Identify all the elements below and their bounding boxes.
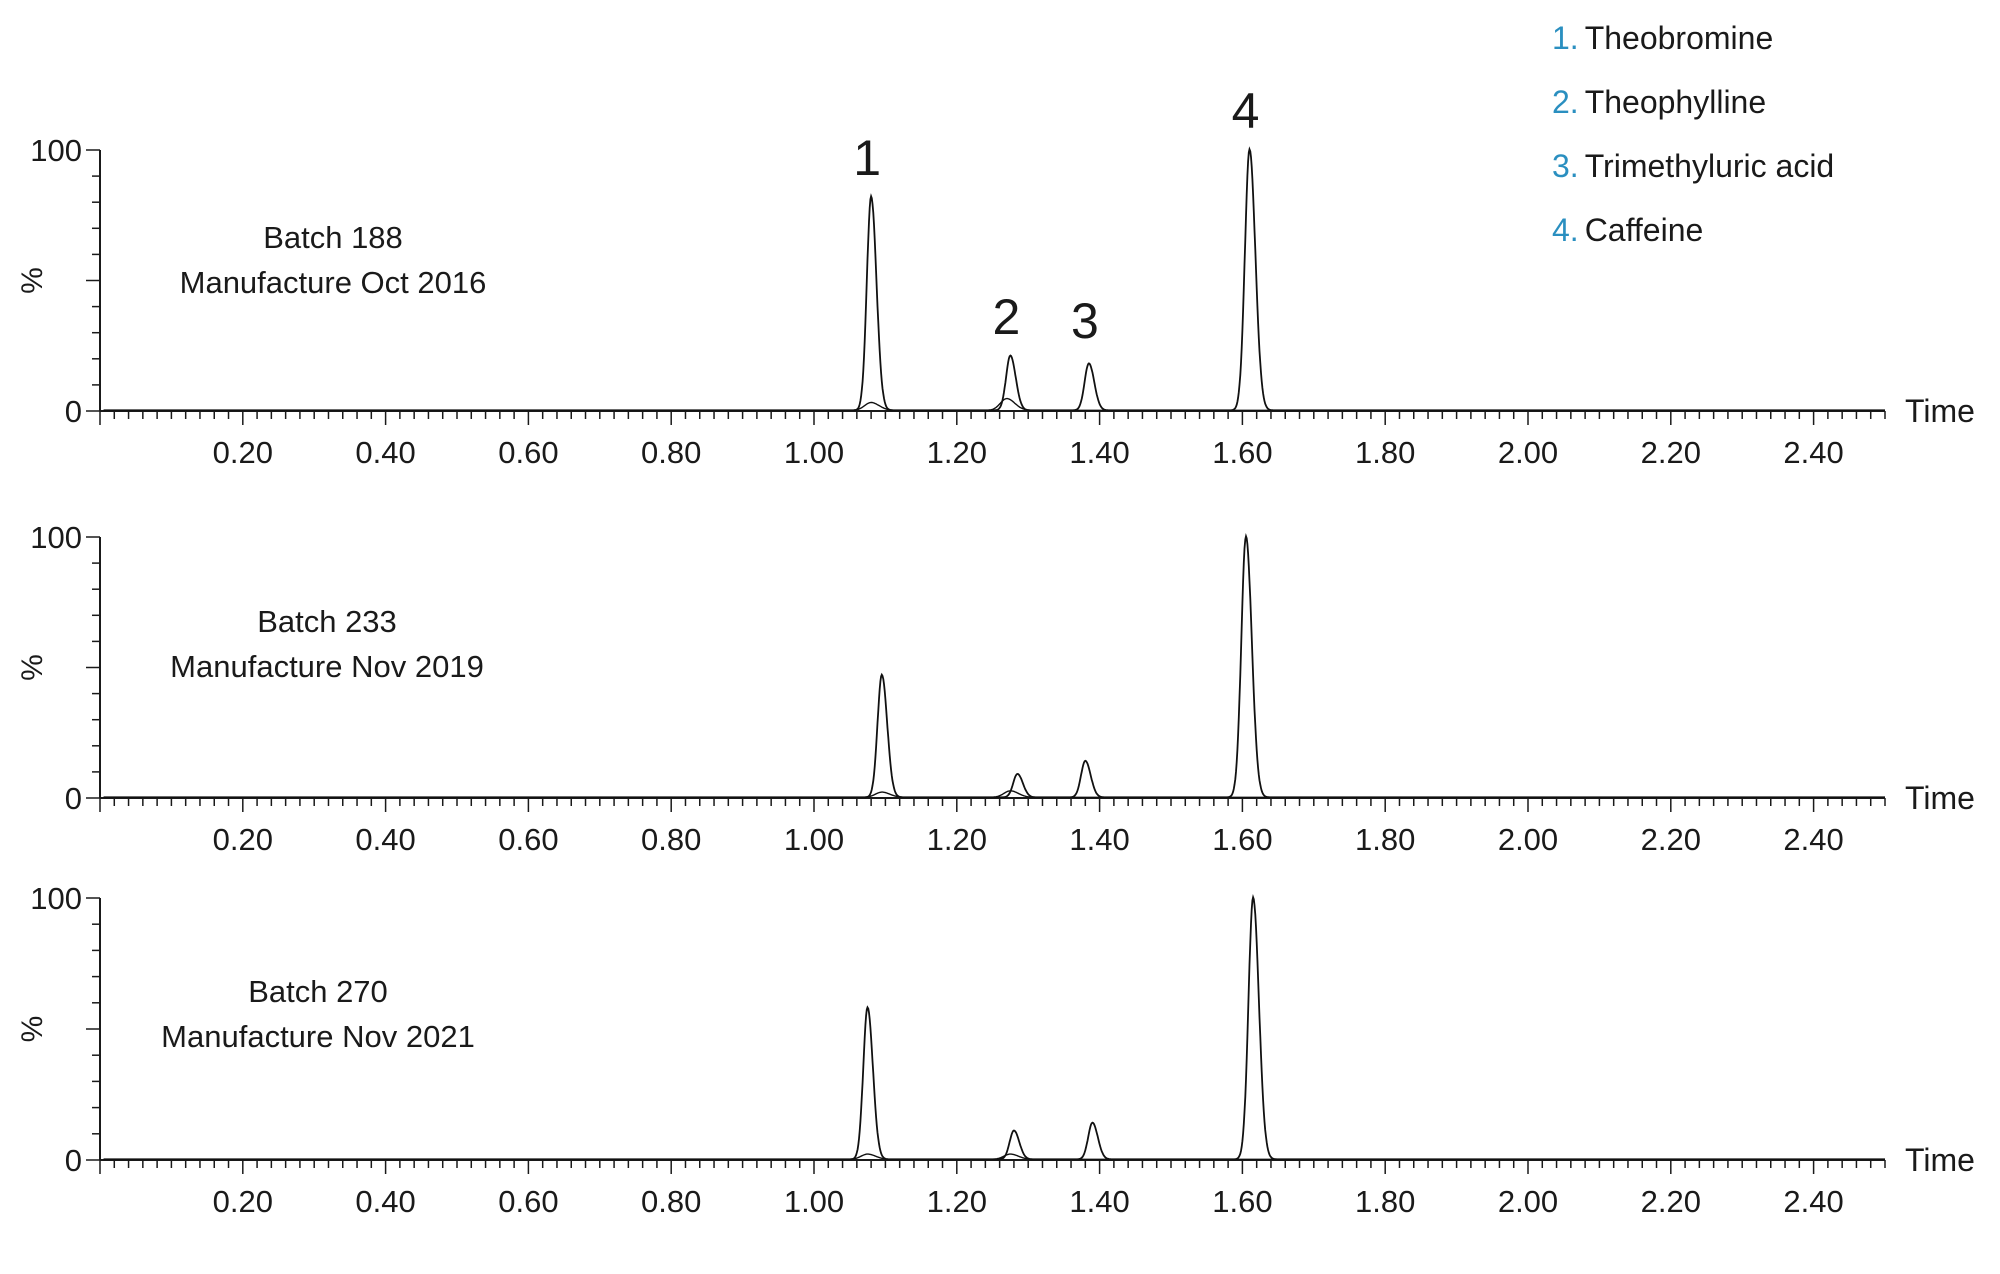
x-tick-label: 2.40	[1783, 822, 1843, 857]
x-tick-label: 2.00	[1498, 435, 1558, 470]
x-tick-label: 1.00	[784, 435, 844, 470]
y-axis-label: %	[16, 654, 49, 681]
y-tick-label: 0	[65, 1143, 82, 1178]
x-tick-label: 1.20	[927, 435, 987, 470]
manufacture-label: Manufacture Nov 2021	[161, 1019, 475, 1054]
x-tick-label: 0.20	[213, 822, 273, 857]
x-tick-label: 0.40	[355, 435, 415, 470]
trace-secondary	[103, 790, 1885, 798]
batch-label: Batch 233	[257, 604, 397, 639]
x-axis-label: Time	[1905, 780, 1975, 816]
y-tick-label: 100	[30, 520, 82, 555]
x-tick-label: 0.60	[498, 1184, 558, 1219]
x-tick-label: 1.20	[927, 1184, 987, 1219]
x-axis-label: Time	[1905, 1142, 1975, 1178]
x-tick-label: 1.40	[1069, 1184, 1129, 1219]
batch-label: Batch 188	[263, 220, 403, 255]
y-tick-label: 100	[30, 881, 82, 916]
y-axis-label: %	[16, 267, 49, 294]
batch-label: Batch 270	[248, 974, 388, 1009]
x-tick-label: 2.20	[1641, 822, 1701, 857]
legend-label: Theophylline	[1584, 84, 1767, 120]
x-tick-label: 0.60	[498, 822, 558, 857]
x-tick-label: 2.00	[1498, 1184, 1558, 1219]
x-tick-label: 0.80	[641, 435, 701, 470]
legend: 1. Theobromine 2. Theophylline 3. Trimethyl…	[1552, 18, 1834, 274]
x-tick-label: 1.00	[784, 822, 844, 857]
x-tick-label: 0.80	[641, 1184, 701, 1219]
legend-item: 1. Theobromine	[1552, 18, 1834, 82]
x-axis-label: Time	[1905, 393, 1975, 429]
legend-number: 1.	[1552, 20, 1579, 56]
x-tick-label: 0.40	[355, 1184, 415, 1219]
peak-label: 1	[853, 130, 881, 186]
legend-item: 2. Theophylline	[1552, 82, 1834, 146]
x-tick-label: 2.40	[1783, 435, 1843, 470]
y-tick-label: 100	[30, 133, 82, 168]
x-tick-label: 1.60	[1212, 435, 1272, 470]
peak-label: 3	[1071, 293, 1099, 349]
manufacture-label: Manufacture Nov 2019	[170, 649, 484, 684]
trace-secondary	[103, 1153, 1885, 1160]
x-tick-label: 2.20	[1641, 435, 1701, 470]
x-tick-label: 1.20	[927, 822, 987, 857]
peak-label: 4	[1232, 83, 1260, 139]
x-tick-label: 1.60	[1212, 1184, 1272, 1219]
x-tick-label: 1.60	[1212, 822, 1272, 857]
legend-label: Caffeine	[1584, 212, 1704, 248]
x-tick-label: 0.80	[641, 822, 701, 857]
trace-secondary	[103, 397, 1885, 411]
y-tick-label: 0	[65, 781, 82, 816]
x-tick-label: 1.00	[784, 1184, 844, 1219]
x-tick-label: 0.20	[213, 1184, 273, 1219]
peak-label: 2	[992, 289, 1020, 345]
x-tick-label: 1.80	[1355, 435, 1415, 470]
manufacture-label: Manufacture Oct 2016	[180, 265, 487, 300]
x-tick-label: 0.60	[498, 435, 558, 470]
y-tick-label: 0	[65, 394, 82, 429]
legend-number: 4.	[1552, 212, 1579, 248]
x-tick-label: 2.40	[1783, 1184, 1843, 1219]
x-tick-label: 2.20	[1641, 1184, 1701, 1219]
legend-label: Trimethyluric acid	[1584, 148, 1835, 184]
x-tick-label: 1.40	[1069, 822, 1129, 857]
x-tick-label: 0.20	[213, 435, 273, 470]
x-tick-label: 1.80	[1355, 1184, 1415, 1219]
legend-number: 3.	[1552, 148, 1579, 184]
x-tick-label: 1.40	[1069, 435, 1129, 470]
legend-label: Theobromine	[1584, 20, 1774, 56]
x-tick-label: 0.40	[355, 822, 415, 857]
y-axis-label: %	[16, 1016, 49, 1043]
legend-number: 2.	[1552, 84, 1579, 120]
legend-item: 3. Trimethyluric acid	[1552, 146, 1834, 210]
legend-item: 4. Caffeine	[1552, 210, 1834, 274]
x-tick-label: 2.00	[1498, 822, 1558, 857]
x-tick-label: 1.80	[1355, 822, 1415, 857]
